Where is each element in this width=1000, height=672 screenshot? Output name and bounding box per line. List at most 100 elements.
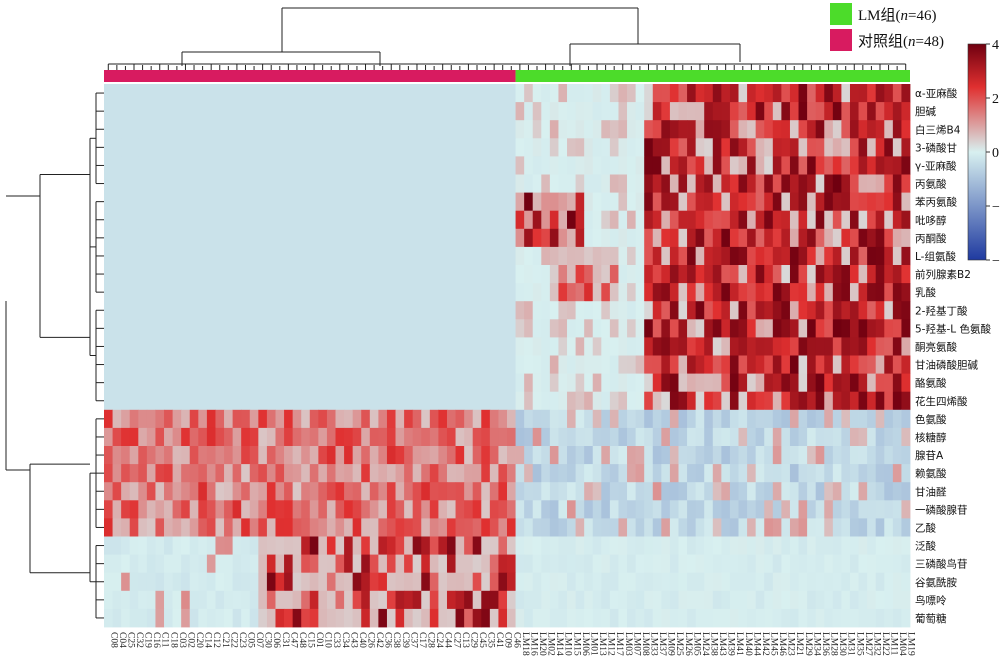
heatmap-cell — [738, 608, 748, 628]
heatmap-cell — [404, 283, 414, 302]
color-scale-tick-label: 4 — [992, 38, 999, 53]
heatmap-cell — [104, 373, 113, 393]
heatmap-cell — [309, 608, 319, 628]
heatmap-cell — [146, 446, 156, 465]
heatmap-cell — [609, 608, 619, 628]
row-label: 谷氨酰胺 — [915, 576, 957, 589]
heatmap-cell — [798, 554, 808, 574]
heatmap-cell — [729, 138, 739, 157]
heatmap-cell — [284, 138, 294, 157]
heatmap-cell — [832, 554, 842, 574]
heatmap-cell — [284, 265, 294, 284]
heatmap-cell — [789, 319, 799, 338]
heatmap-cell — [404, 482, 414, 501]
heatmap-cell — [592, 572, 602, 592]
heatmap-cell — [867, 337, 877, 356]
heatmap-cell — [558, 156, 568, 175]
heatmap-cell — [318, 337, 328, 356]
heatmap-cell — [592, 554, 602, 574]
heatmap-cell — [378, 138, 388, 157]
heatmap-cell — [266, 120, 276, 139]
heatmap-cell — [224, 156, 234, 175]
heatmap-cell — [146, 337, 156, 356]
color-scale-tick-label: −4 — [992, 254, 1000, 269]
heatmap-cell — [789, 301, 799, 320]
heatmap-cell — [824, 608, 834, 628]
heatmap-cell — [386, 427, 396, 447]
heatmap-cell — [592, 608, 602, 628]
heatmap-cell — [678, 554, 688, 574]
heatmap-cell — [712, 409, 722, 429]
heatmap-cell — [412, 156, 422, 175]
heatmap-cell — [807, 355, 817, 374]
heatmap-cell — [721, 319, 731, 338]
heatmap-cell — [901, 590, 911, 610]
heatmap-cell — [292, 138, 302, 157]
heatmap-cell — [164, 391, 173, 411]
heatmap-cell — [172, 210, 182, 230]
heatmap-cell — [618, 337, 628, 356]
heatmap-cell — [395, 391, 405, 411]
color-scale-gradient — [967, 43, 987, 261]
heatmap-cell — [206, 446, 216, 465]
heatmap-cell — [275, 210, 285, 230]
heatmap-cell — [669, 337, 679, 356]
heatmap-cell — [164, 301, 173, 320]
heatmap-cell — [772, 409, 782, 429]
heatmap-cell — [446, 283, 456, 302]
heatmap-cell — [249, 536, 259, 555]
heatmap-cell — [412, 120, 422, 139]
heatmap-cell — [335, 156, 345, 175]
heatmap-cell — [652, 446, 662, 465]
heatmap-cell — [189, 192, 199, 212]
heatmap-cell — [386, 608, 396, 628]
heatmap-cell — [678, 102, 688, 121]
heatmap-cell — [567, 138, 576, 157]
heatmap-cell — [335, 427, 345, 447]
legend-swatch-control — [830, 29, 852, 51]
heatmap-cell — [532, 156, 542, 175]
column-label: C40 — [357, 632, 367, 648]
heatmap-cell — [712, 265, 722, 284]
heatmap-cell — [678, 518, 688, 537]
heatmap-cell — [326, 500, 336, 519]
heatmap-cell — [258, 102, 268, 121]
heatmap-cell — [146, 265, 156, 284]
column-label: C39 — [400, 632, 410, 648]
heatmap-cell — [687, 138, 697, 157]
heatmap-cell — [815, 608, 825, 628]
heatmap-cell — [498, 102, 508, 121]
heatmap-cell — [266, 156, 276, 175]
heatmap-cell — [164, 283, 173, 302]
heatmap-cell — [592, 102, 602, 121]
heatmap-cell — [318, 120, 328, 139]
heatmap-cell — [815, 138, 825, 157]
heatmap-cell — [549, 174, 559, 193]
heatmap-cell — [292, 265, 302, 284]
heatmap-cell — [464, 464, 474, 483]
heatmap-cell — [721, 337, 731, 356]
heatmap-cell — [824, 246, 834, 266]
heatmap-cell — [404, 464, 414, 483]
heatmap-cell — [284, 355, 294, 374]
heatmap-cell — [755, 554, 765, 574]
heatmap-cell — [292, 373, 302, 393]
heatmap-cell — [198, 301, 208, 320]
heatmap-cell — [652, 337, 662, 356]
heatmap-cell — [429, 446, 439, 465]
heatmap-cell — [781, 174, 791, 193]
heatmap-cell — [112, 373, 122, 393]
heatmap-cell — [515, 138, 525, 157]
heatmap-cell — [292, 192, 302, 212]
heatmap-cell — [841, 120, 851, 139]
heatmap-cell — [884, 228, 894, 248]
heatmap-cell — [455, 446, 465, 465]
heatmap-cell — [695, 301, 705, 320]
heatmap-cell — [224, 138, 234, 157]
heatmap-cell — [789, 120, 799, 139]
heatmap-cell — [155, 373, 165, 393]
heatmap-cell — [464, 265, 474, 284]
heatmap-cell — [549, 373, 559, 393]
heatmap-cell — [635, 608, 645, 628]
heatmap-cell — [764, 482, 774, 501]
